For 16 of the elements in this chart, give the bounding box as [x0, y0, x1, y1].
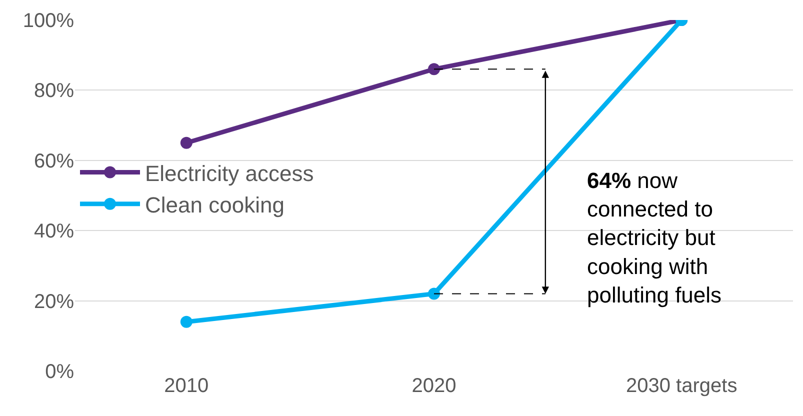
y-tick-label: 80% [34, 80, 74, 102]
annotation: 64% now connected to electricity but cooking with polluting fuels [587, 168, 722, 308]
y-tick-label: 20% [34, 290, 74, 313]
point [428, 288, 440, 300]
point [180, 316, 192, 328]
y-tick-label: 0% [45, 361, 74, 383]
legend-label: Clean cooking [145, 192, 284, 218]
point [180, 136, 192, 149]
y-tick-label: 40% [34, 220, 74, 243]
y-tick-label: 60% [34, 150, 74, 172]
y-tick-label: 100% [22, 10, 74, 32]
x-tick-label: 2030 targets [626, 375, 738, 397]
legend-label: Electricity access [145, 160, 314, 186]
point [428, 63, 440, 76]
x-tick-label: 2010 [164, 375, 209, 397]
x-tick-label: 2020 [412, 375, 456, 397]
